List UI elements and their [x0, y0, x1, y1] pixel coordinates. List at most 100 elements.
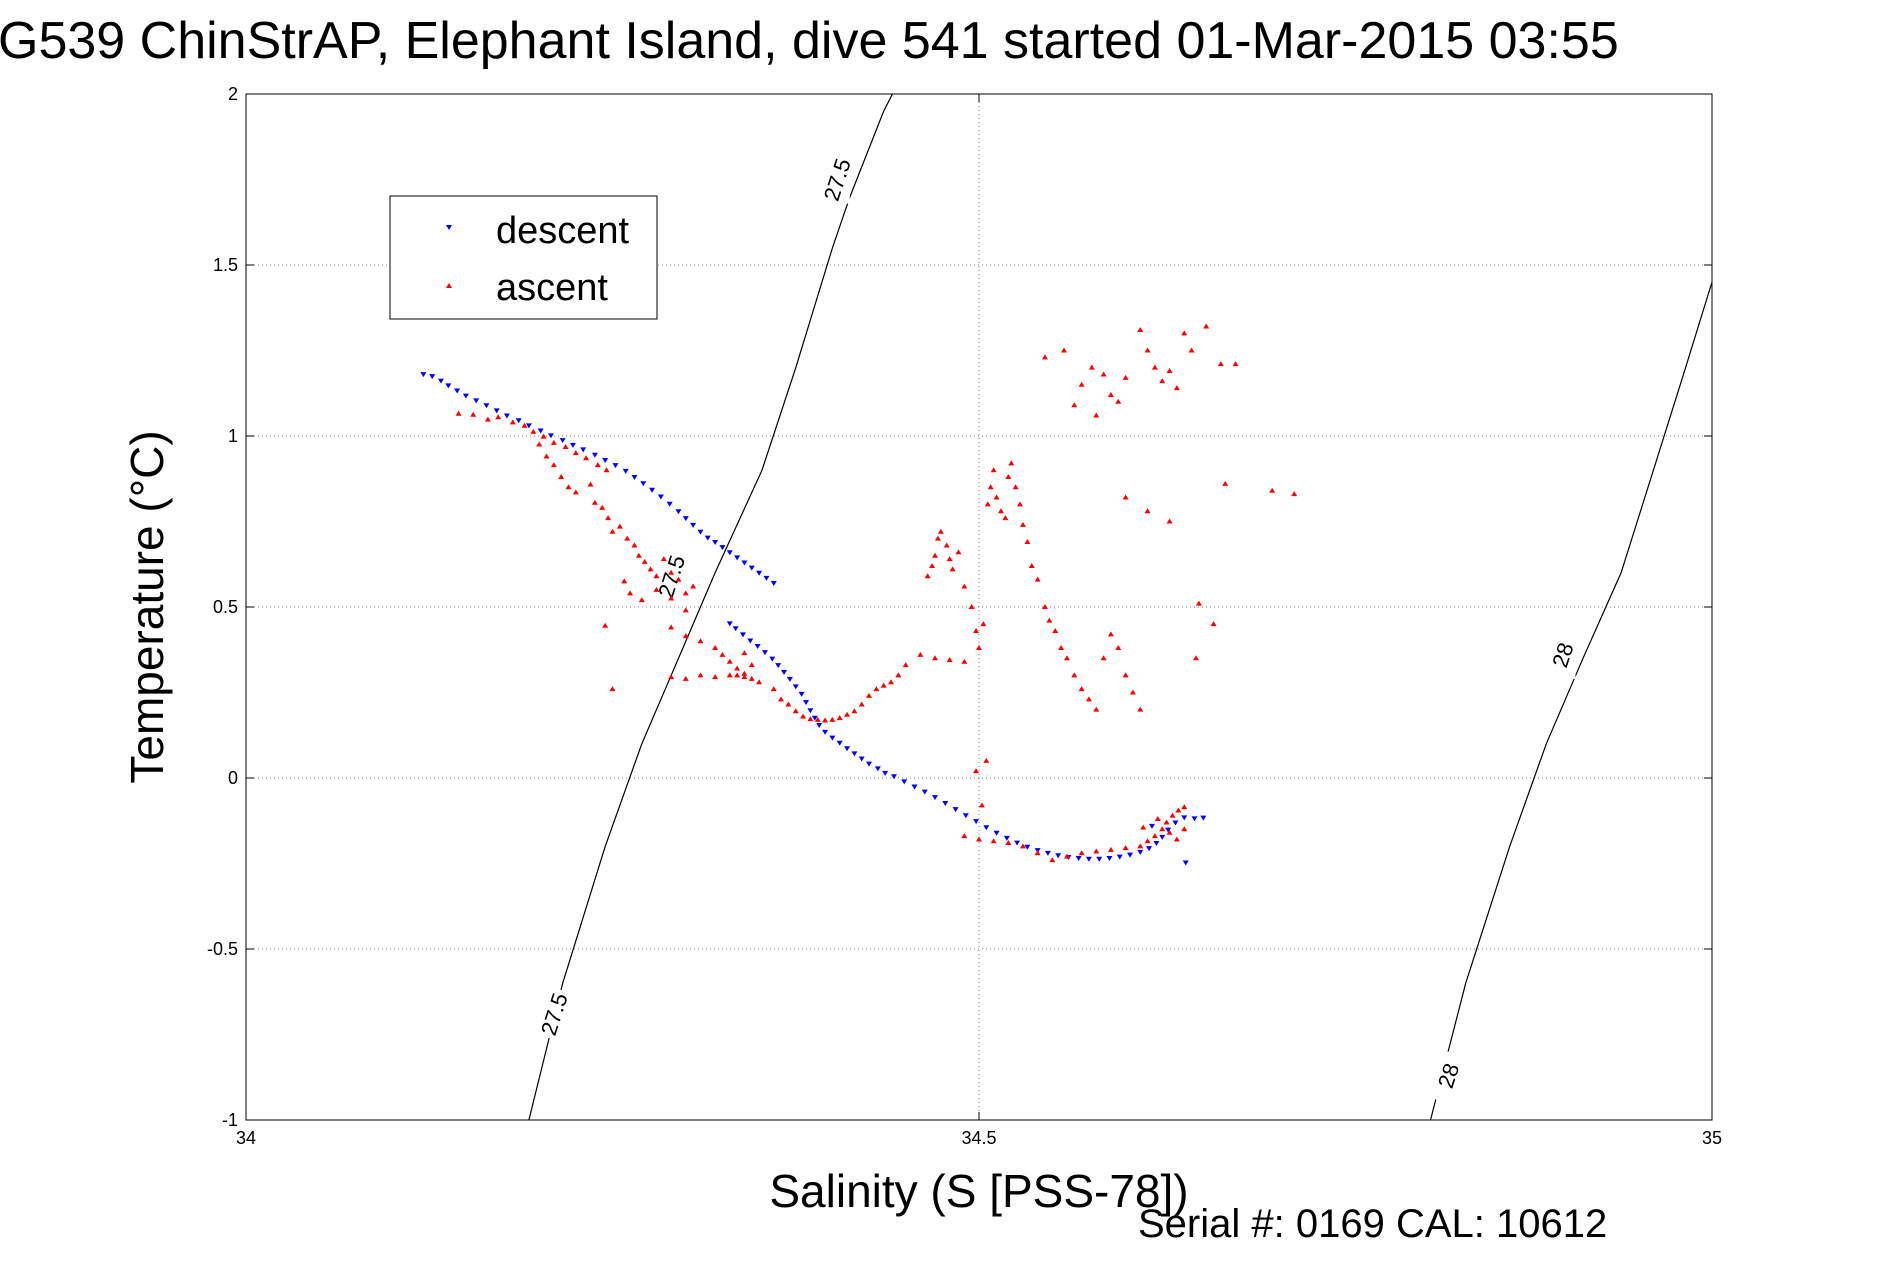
descent-point: [882, 770, 889, 776]
y-tick-label: -1: [222, 1110, 238, 1130]
descent-point: [761, 650, 768, 656]
descent-point: [559, 438, 566, 444]
ascent-point: [895, 672, 902, 678]
ascent-point: [1181, 330, 1188, 336]
ascent-point: [1100, 371, 1107, 377]
ascent-point: [558, 474, 565, 480]
ascent-point: [980, 621, 987, 627]
x-tick-label: 34: [236, 1128, 256, 1148]
ascent-point: [1093, 848, 1100, 854]
descent-point: [537, 428, 544, 434]
descent-point: [602, 457, 609, 463]
ascent-point: [984, 501, 991, 507]
ascent-point: [955, 549, 962, 555]
ascent-point: [638, 597, 645, 603]
descent-point: [1159, 834, 1166, 840]
ascent-point: [968, 604, 975, 609]
x-tick-label: 35: [1702, 1128, 1722, 1148]
ascent-point: [943, 542, 950, 548]
descent-point: [445, 383, 452, 389]
ascent-point: [858, 701, 865, 707]
ascent-point: [1144, 838, 1151, 844]
ascent-point: [653, 586, 660, 592]
descent-point: [503, 413, 510, 419]
ascent-point: [627, 590, 634, 596]
contour-label-mask: [1549, 630, 1576, 679]
ascent-point: [562, 443, 569, 449]
ascent-point: [756, 679, 763, 685]
ascent-point: [635, 552, 642, 558]
ascent-point: [1100, 655, 1107, 661]
ascent-point: [726, 658, 733, 664]
ascent-point: [1192, 655, 1199, 661]
legend-ascent-marker: [446, 283, 452, 288]
ascent-point: [647, 566, 654, 572]
ascent-point: [741, 674, 748, 680]
ascent-point: [470, 411, 477, 417]
descent-point: [1200, 815, 1207, 821]
ascent-point: [605, 515, 612, 521]
ascent-point: [536, 441, 543, 447]
ascent-point: [778, 696, 785, 702]
descent-point: [921, 789, 928, 795]
descent-point: [726, 550, 733, 556]
descent-point: [612, 463, 619, 469]
ascent-point: [1181, 804, 1188, 810]
y-tick-label: 0.5: [213, 597, 238, 617]
ascent-point: [1028, 562, 1035, 568]
descent-point: [420, 372, 427, 378]
ascent-point: [1052, 627, 1059, 633]
ascent-point: [1144, 508, 1151, 514]
ascent-point: [946, 556, 953, 562]
ascent-point: [993, 494, 1000, 500]
descent-point: [754, 643, 761, 649]
ascent-point: [976, 836, 982, 842]
ascent-point: [997, 508, 1004, 514]
descent-point: [1165, 827, 1172, 833]
y-tick-label: -0.5: [207, 939, 238, 959]
descent-point: [1172, 820, 1179, 826]
ascent-point: [888, 679, 895, 685]
ascent-point: [748, 675, 755, 681]
ascent-point: [668, 624, 675, 630]
descent-point: [983, 825, 990, 831]
ascent-point: [1012, 484, 1019, 490]
descent-point: [911, 784, 918, 790]
descent-point: [786, 676, 793, 682]
descent-point: [719, 545, 726, 551]
ascent-point: [1008, 460, 1015, 466]
ascent-point: [609, 528, 616, 534]
ascent-point: [1107, 846, 1114, 852]
ascent-point: [1041, 354, 1048, 360]
ascent-point: [653, 573, 660, 579]
descent-point: [741, 560, 748, 566]
ascent-point: [1151, 833, 1158, 839]
ascent-point: [932, 552, 939, 558]
ascent-point: [1169, 812, 1176, 818]
ascent-point: [540, 433, 547, 439]
ascent-point: [660, 556, 667, 562]
descent-point: [525, 423, 532, 429]
ascent-point: [822, 717, 829, 723]
contour-label-mask: [540, 989, 567, 1038]
ascent-point: [844, 711, 851, 717]
ascent-point: [1159, 378, 1166, 384]
descent-point: [748, 565, 755, 571]
ascent-point: [624, 535, 631, 541]
ascent-point: [1173, 385, 1180, 391]
descent-point: [569, 442, 576, 448]
descent-point: [781, 669, 788, 675]
ascent-point: [866, 692, 873, 698]
ascent-point: [1166, 829, 1173, 835]
descent-point: [1191, 816, 1198, 822]
ascent-point: [1181, 826, 1188, 832]
ascent-point: [1061, 347, 1068, 353]
ascent-point: [1078, 686, 1085, 692]
ascent-point: [1203, 323, 1210, 329]
ascent-point: [1173, 836, 1180, 842]
descent-point: [483, 403, 490, 409]
legend-descent-label: descent: [496, 210, 630, 252]
ascent-point: [1071, 402, 1078, 408]
descent-point: [952, 807, 959, 813]
